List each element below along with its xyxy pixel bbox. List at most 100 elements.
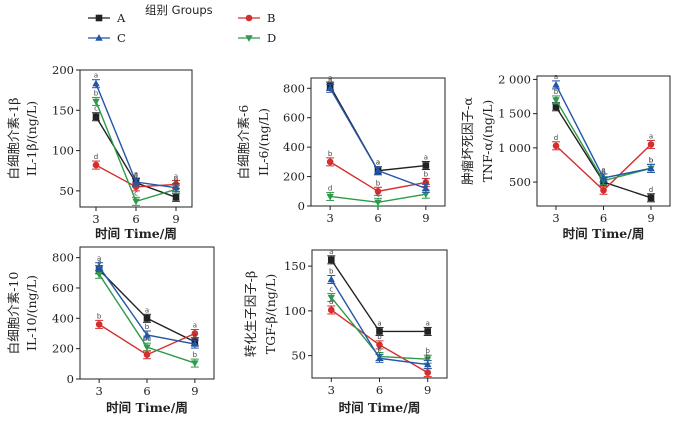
x-tick-label: 3 — [552, 211, 559, 225]
y-tick-label: 100 — [52, 144, 74, 158]
significance-letter: c — [376, 190, 380, 198]
y-axis-label-cn: 白细胞介素-6 — [236, 105, 251, 180]
significance-letter: a — [426, 319, 430, 327]
series-c: aab — [552, 73, 655, 183]
significance-letter: b — [601, 169, 606, 177]
significance-letter: a — [376, 159, 380, 167]
y-tick-label: 600 — [283, 111, 305, 125]
panels: 50 100 150 200 3 6 9 白细胞介素-1β IL-1β/(ng/L) 时间 Tim… — [6, 63, 671, 415]
legend-item-d: D — [238, 31, 276, 45]
legend-marker — [245, 35, 253, 42]
significance-letter: d — [328, 184, 332, 192]
data-point — [327, 306, 335, 314]
data-point — [552, 80, 560, 88]
significance-letter: a — [174, 172, 178, 180]
data-point — [647, 141, 655, 148]
data-point — [422, 162, 430, 169]
data-point — [191, 330, 199, 337]
significance-letter: b — [425, 347, 430, 355]
significance-letter: c — [94, 105, 98, 113]
significance-letter: c — [329, 285, 333, 293]
legend-label: C — [117, 31, 126, 45]
x-axis-label: 时间 Time/周 — [106, 400, 188, 415]
legend-item-c: C — [88, 31, 126, 45]
significance-letter: b — [649, 156, 654, 164]
data-point — [132, 178, 140, 185]
x-tick-label: 6 — [376, 383, 383, 397]
significance-letter: a — [329, 248, 333, 256]
significance-letter: b — [376, 179, 381, 187]
y-tick-label: 100 — [284, 304, 306, 318]
legend-item-b: B — [238, 11, 275, 25]
series-c: aab — [92, 72, 180, 193]
series-b: b b b — [326, 150, 430, 196]
x-tick-label: 9 — [422, 211, 429, 225]
data-point — [143, 344, 151, 352]
y-tick-label: 400 — [52, 311, 74, 325]
data-point — [92, 79, 100, 87]
significance-letter: a — [328, 74, 332, 82]
data-point — [375, 354, 384, 362]
y-tick-label: 50 — [291, 349, 306, 363]
data-point — [327, 294, 335, 302]
series-c: a b a — [95, 255, 199, 349]
significance-letter: d — [649, 186, 653, 194]
y-tick-label: 800 — [283, 81, 305, 95]
y-tick-label: 0 — [67, 372, 74, 386]
data-point — [95, 321, 103, 328]
y-tick-label: 1 000 — [498, 141, 531, 155]
panel-tnfa: 500 1 000 1 500 2 000 3 6 9 肿瘤坏死因子-α TNF-α/(ng/L… — [460, 72, 671, 241]
data-point — [132, 183, 140, 191]
data-point — [132, 198, 140, 206]
x-tick-label: 9 — [172, 212, 179, 226]
data-point — [424, 328, 432, 335]
significance-letter: a — [193, 321, 197, 329]
significance-letter: a — [145, 306, 149, 314]
y-tick-label: 150 — [52, 103, 74, 117]
y-axis-label-cn: 转化生子因子-β — [243, 271, 258, 357]
data-point — [647, 164, 655, 172]
significance-letter: b — [377, 333, 382, 341]
significance-letter: d — [94, 153, 98, 161]
data-point — [424, 360, 432, 368]
significance-letter: a — [97, 255, 101, 263]
significance-letter: a — [97, 258, 101, 266]
x-tick-label: 3 — [326, 211, 333, 225]
data-point — [172, 194, 180, 201]
legend-marker — [245, 14, 253, 22]
series-a: a a a — [327, 248, 432, 336]
y-tick-label: 0 — [298, 199, 305, 213]
data-point — [374, 166, 382, 174]
legend-marker — [95, 34, 103, 41]
significance-letter: c — [378, 345, 382, 353]
data-point — [143, 331, 151, 338]
y-tick-label: 50 — [59, 184, 74, 198]
significance-letter: b — [329, 268, 334, 276]
significance-letter: b — [554, 88, 559, 96]
x-tick-label: 6 — [374, 211, 381, 225]
significance-letter: d — [329, 298, 333, 306]
significance-letter: c — [134, 189, 138, 197]
significance-letter: b — [145, 323, 150, 331]
panel-il1b: 50 100 150 200 3 6 9 白细胞介素-1β IL-1β/(ng/L) 时间 Tim… — [6, 63, 193, 241]
data-point — [172, 183, 180, 191]
y-tick-label: 1 500 — [498, 107, 531, 121]
x-tick-label: 9 — [424, 383, 431, 397]
data-point — [374, 187, 382, 195]
x-axis-label: 时间 Time/周 — [95, 226, 177, 241]
y-axis-label-en: IL-10/(ng/L) — [24, 275, 39, 351]
data-point — [374, 199, 382, 207]
significance-letter: a — [377, 319, 381, 327]
significance-letter: a — [554, 73, 558, 81]
legend-marker — [95, 14, 103, 22]
significance-letter: a — [94, 72, 98, 80]
significance-letter: b — [174, 177, 179, 185]
y-tick-label: 2 000 — [498, 72, 531, 86]
significance-letter: b — [97, 312, 102, 320]
series-c: a a c — [326, 76, 430, 193]
data-point — [191, 340, 199, 347]
significance-letter: b — [424, 170, 429, 178]
significance-letter: a — [134, 171, 138, 179]
y-axis-label-en: IL-6/(ng/L) — [256, 108, 271, 176]
